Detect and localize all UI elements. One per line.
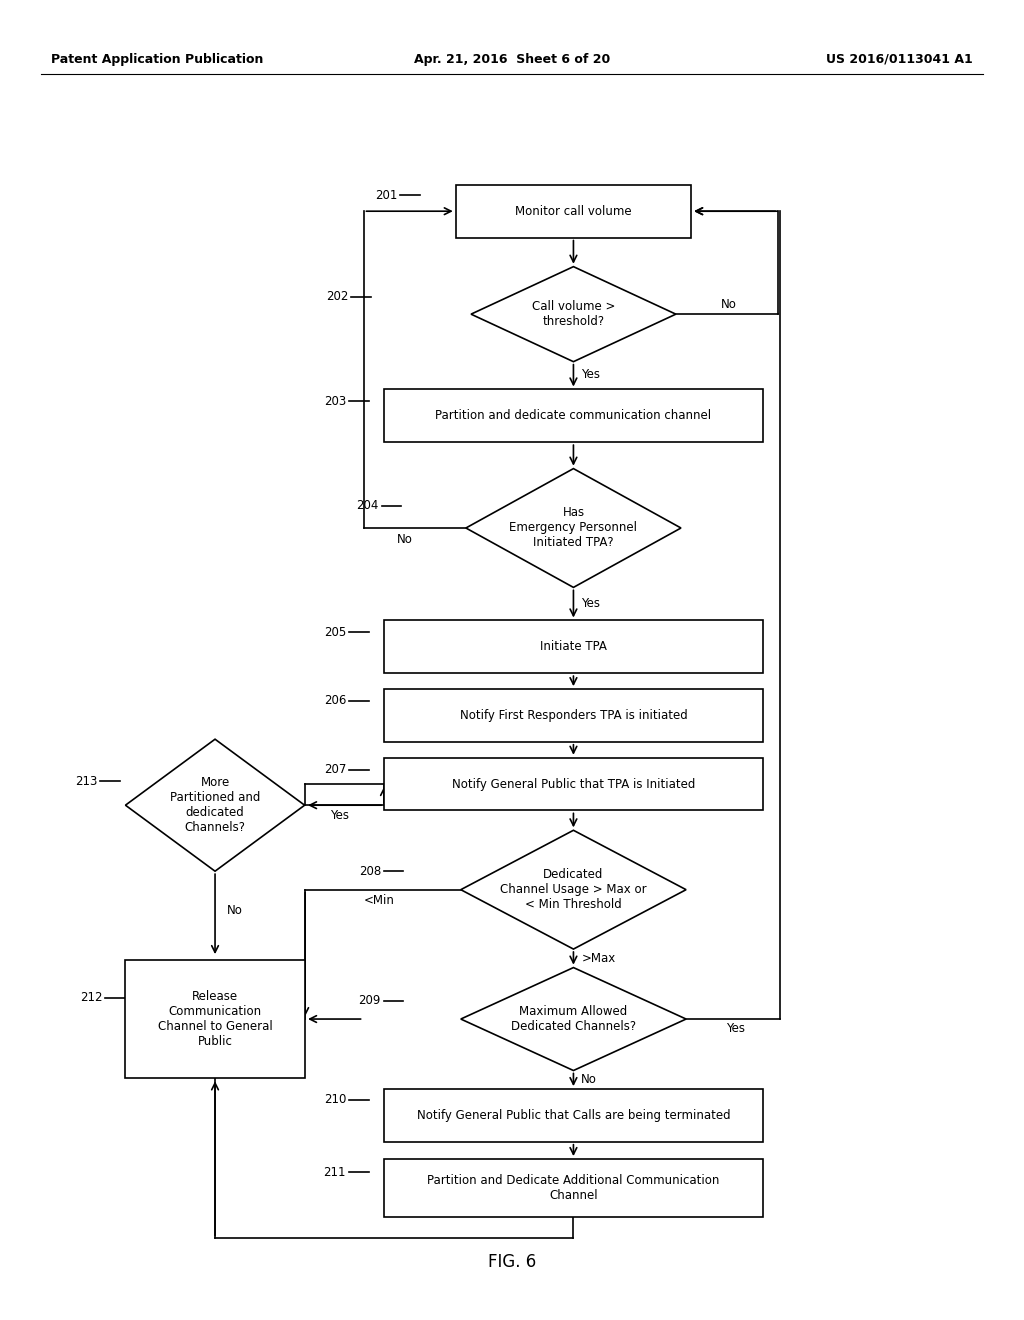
Text: 211: 211 (324, 1166, 346, 1179)
Text: Notify General Public that TPA is Initiated: Notify General Public that TPA is Initia… (452, 777, 695, 791)
Text: <Min: <Min (364, 894, 394, 907)
Text: US 2016/0113041 A1: US 2016/0113041 A1 (826, 53, 973, 66)
Text: 202: 202 (326, 290, 348, 304)
FancyBboxPatch shape (384, 620, 763, 673)
FancyBboxPatch shape (384, 689, 763, 742)
Text: FIG. 6: FIG. 6 (487, 1253, 537, 1271)
Text: 210: 210 (324, 1093, 346, 1106)
Text: 207: 207 (324, 763, 346, 776)
FancyBboxPatch shape (384, 1159, 763, 1217)
Polygon shape (471, 267, 676, 362)
Text: Has
Emergency Personnel
Initiated TPA?: Has Emergency Personnel Initiated TPA? (510, 507, 637, 549)
Text: 205: 205 (324, 626, 346, 639)
Text: Partition and dedicate communication channel: Partition and dedicate communication cha… (435, 409, 712, 422)
Polygon shape (466, 469, 681, 587)
Text: Yes: Yes (331, 809, 349, 822)
Text: Yes: Yes (726, 1022, 744, 1035)
Text: Partition and Dedicate Additional Communication
Channel: Partition and Dedicate Additional Commun… (427, 1173, 720, 1203)
Text: Notify General Public that Calls are being terminated: Notify General Public that Calls are bei… (417, 1109, 730, 1122)
Text: Yes: Yes (581, 597, 600, 610)
Text: 213: 213 (75, 775, 97, 788)
Polygon shape (461, 968, 686, 1071)
FancyBboxPatch shape (384, 758, 763, 810)
Text: >Max: >Max (582, 952, 615, 965)
Text: Call volume >
threshold?: Call volume > threshold? (531, 300, 615, 329)
Text: Release
Communication
Channel to General
Public: Release Communication Channel to General… (158, 990, 272, 1048)
Text: No: No (227, 904, 244, 917)
Text: 203: 203 (324, 395, 346, 408)
Text: No: No (396, 533, 413, 546)
Text: Yes: Yes (581, 368, 600, 381)
Text: 208: 208 (358, 865, 381, 878)
Text: Patent Application Publication: Patent Application Publication (51, 53, 263, 66)
Text: Monitor call volume: Monitor call volume (515, 205, 632, 218)
Text: Maximum Allowed
Dedicated Channels?: Maximum Allowed Dedicated Channels? (511, 1005, 636, 1034)
Text: 206: 206 (324, 694, 346, 708)
Text: Apr. 21, 2016  Sheet 6 of 20: Apr. 21, 2016 Sheet 6 of 20 (414, 53, 610, 66)
Text: Dedicated
Channel Usage > Max or
< Min Threshold: Dedicated Channel Usage > Max or < Min T… (500, 869, 647, 911)
FancyBboxPatch shape (384, 1089, 763, 1142)
Text: No: No (721, 298, 737, 312)
Text: 201: 201 (375, 189, 397, 202)
Text: Notify First Responders TPA is initiated: Notify First Responders TPA is initiated (460, 709, 687, 722)
Text: 204: 204 (356, 499, 379, 512)
Text: 212: 212 (80, 991, 102, 1005)
FancyBboxPatch shape (384, 389, 763, 442)
Text: Initiate TPA: Initiate TPA (540, 640, 607, 653)
Text: More
Partitioned and
dedicated
Channels?: More Partitioned and dedicated Channels? (170, 776, 260, 834)
Text: No: No (581, 1073, 597, 1086)
Text: 209: 209 (358, 994, 381, 1007)
Polygon shape (125, 739, 305, 871)
FancyBboxPatch shape (125, 960, 305, 1078)
FancyBboxPatch shape (456, 185, 691, 238)
Polygon shape (461, 830, 686, 949)
